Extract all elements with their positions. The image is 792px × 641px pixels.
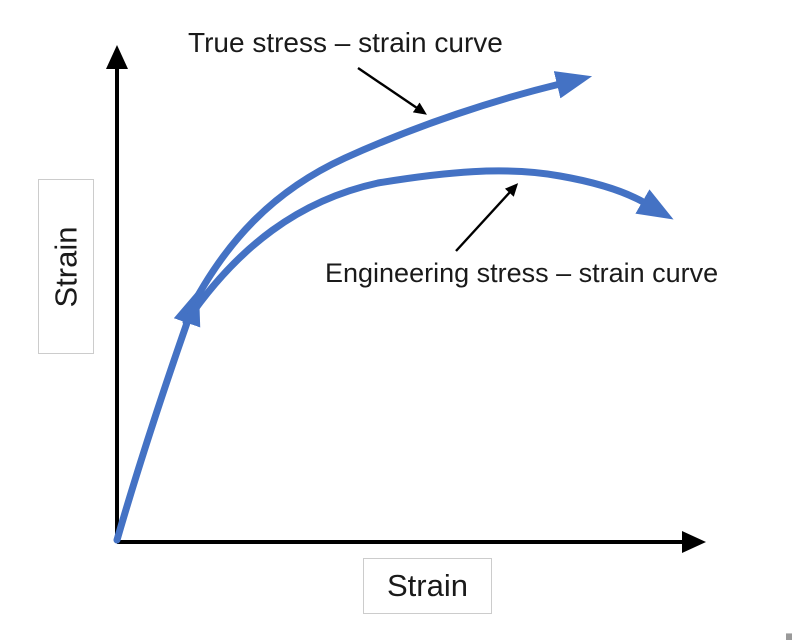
true-stress-curve	[182, 71, 593, 322]
true-curve-label: True stress – strain curve	[188, 27, 503, 58]
elastic-segment-arrow	[113, 288, 201, 544]
engineering-curve-label: Engineering stress – strain curve	[325, 258, 719, 288]
corner-artifact	[786, 633, 792, 640]
x-axis-label: Strain	[387, 568, 468, 603]
y-axis-label-box: Strain	[38, 179, 94, 354]
true-curve-annotation-arrow	[357, 67, 427, 115]
engineering-stress-curve	[182, 167, 674, 326]
y-axis-label: Strain	[48, 226, 84, 307]
x-axis-label-box: Strain	[363, 558, 492, 614]
engineering-curve-annotation-arrow	[455, 183, 519, 252]
